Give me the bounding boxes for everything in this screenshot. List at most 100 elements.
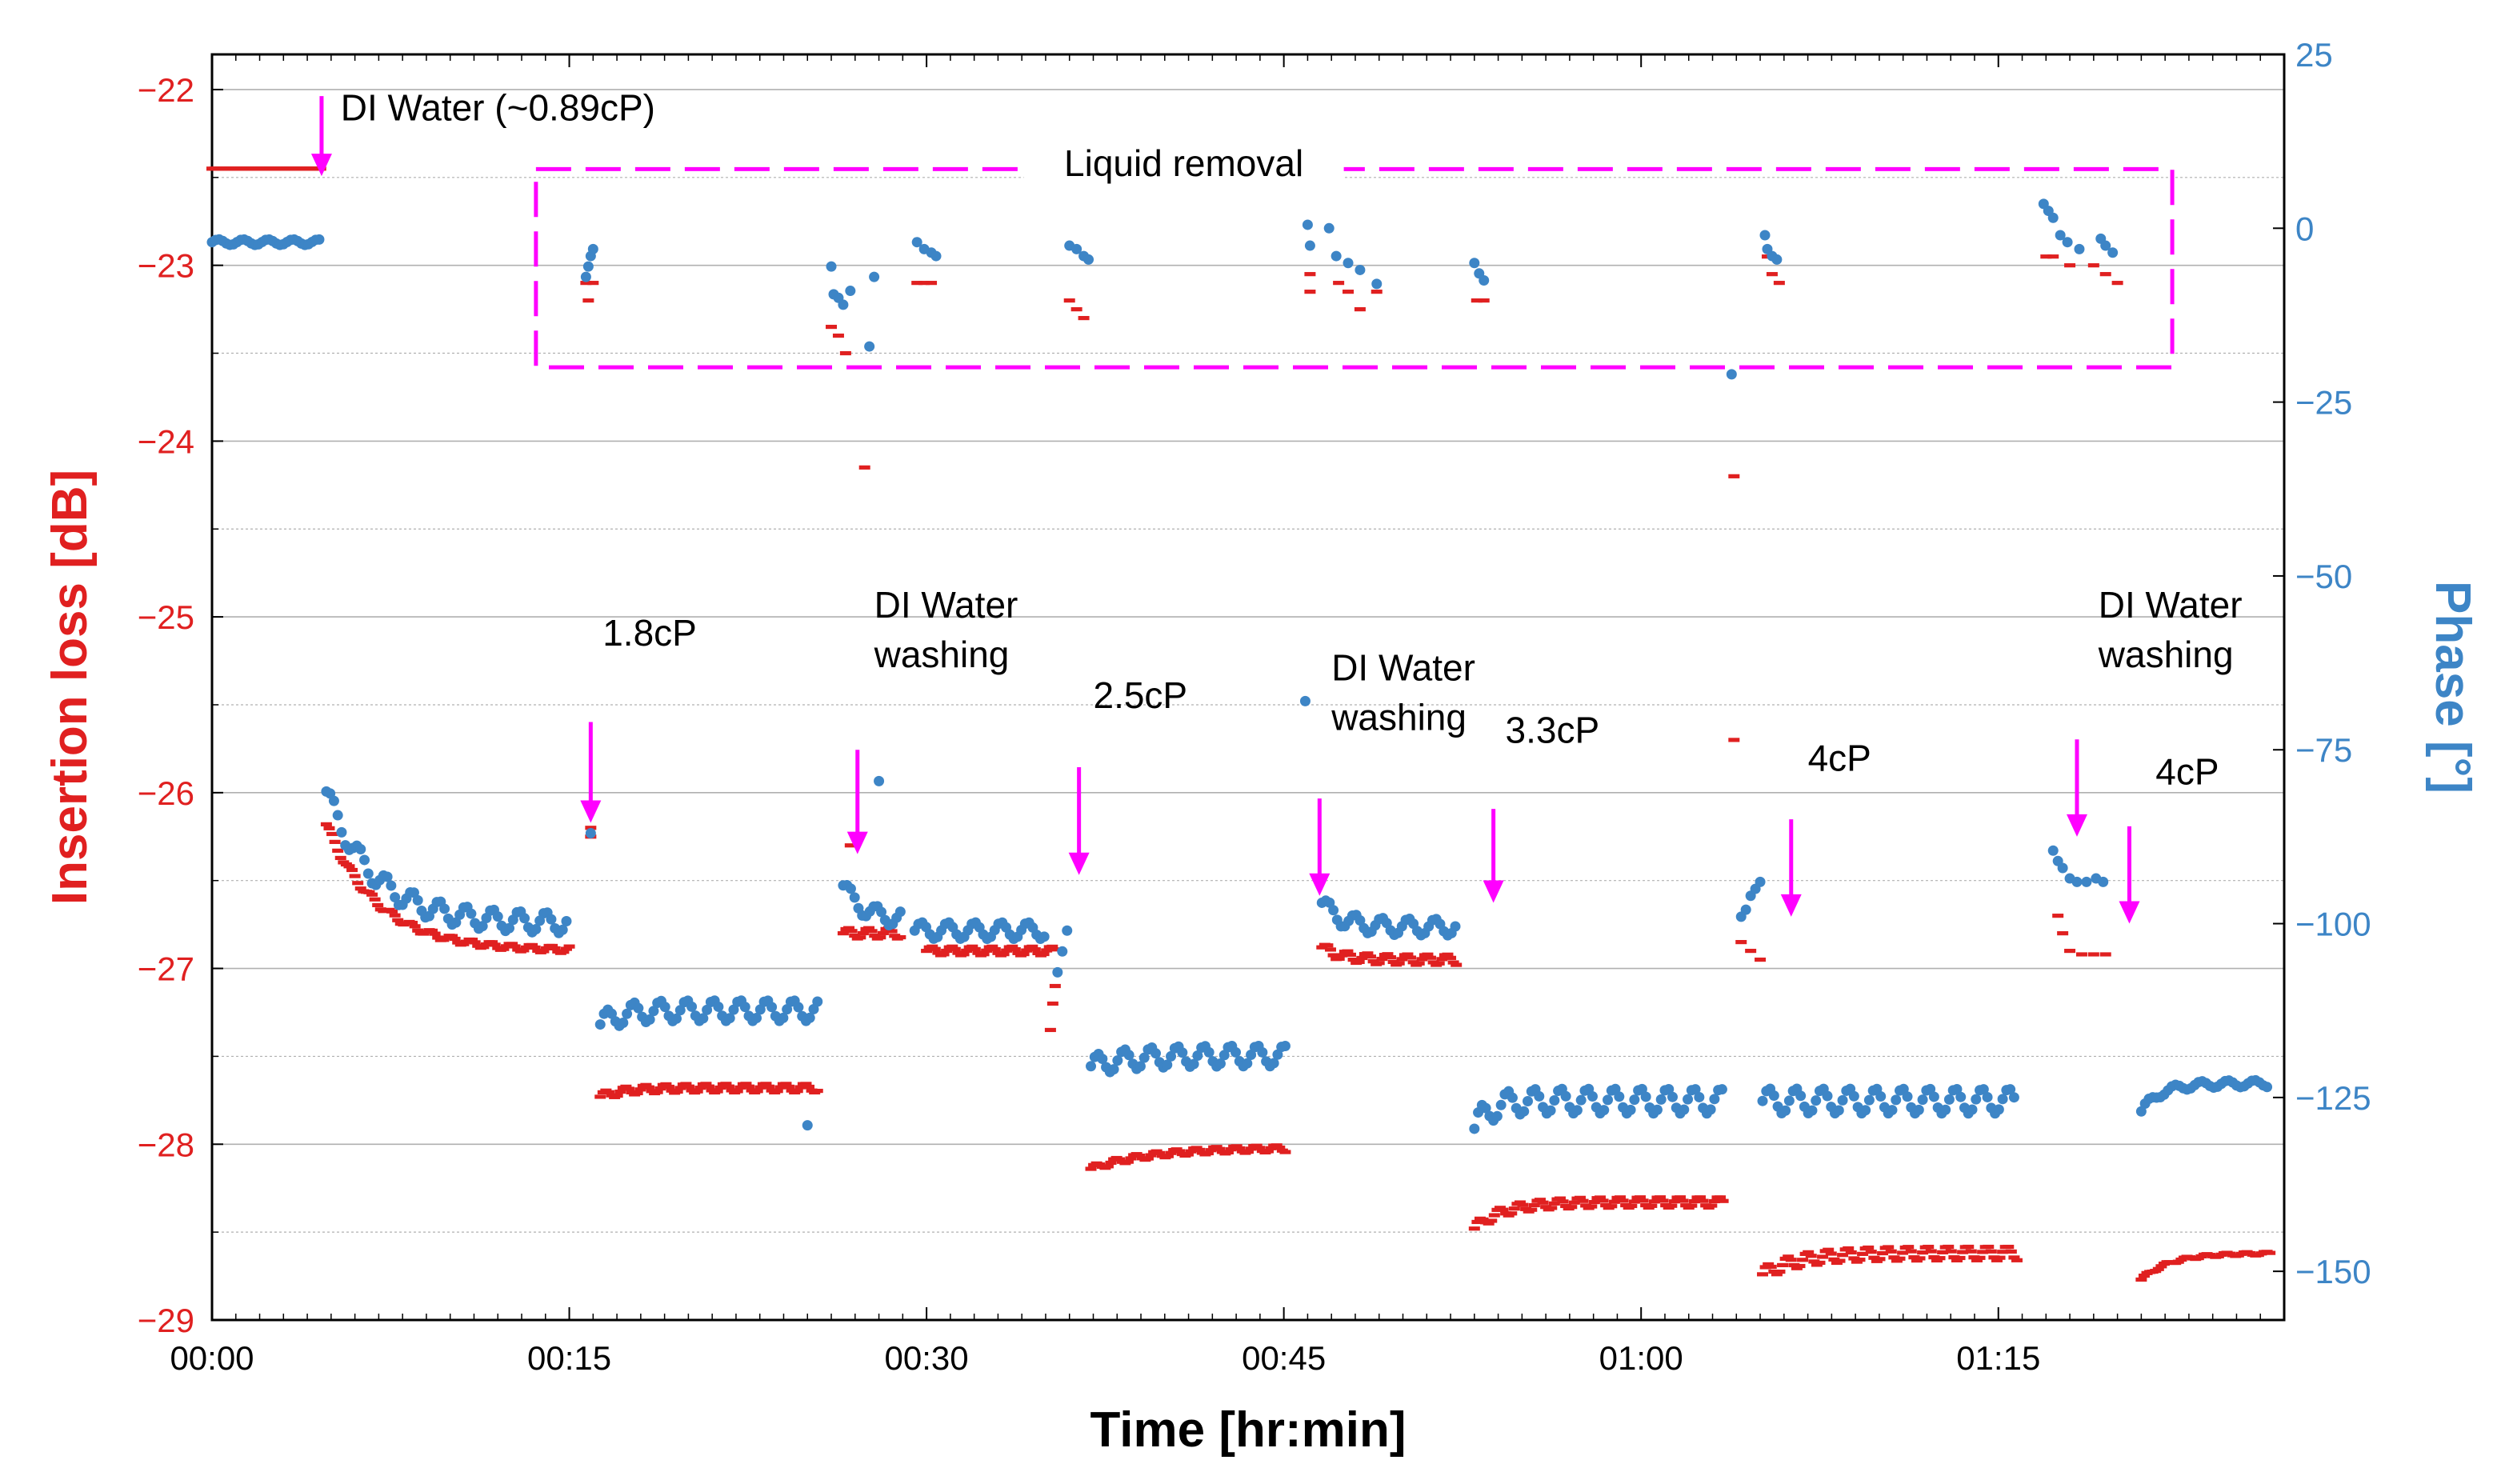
insertion-loss-point [2099,272,2111,277]
insertion-loss-point [1843,1246,1855,1251]
phase-point [1112,1055,1123,1066]
insertion-loss-point [1447,960,1459,965]
right-tick-label: −100 [2295,906,2371,943]
phase-point [1807,1105,1818,1116]
insertion-loss-point [1914,1256,1926,1261]
insertion-loss-point [858,465,870,470]
annotation-label: washing [874,634,1010,675]
phase-point [1108,1064,1119,1075]
insertion-loss-point [1094,1162,1106,1167]
insertion-loss-point [1686,1203,1698,1208]
phase-point [1491,1110,1503,1122]
insertion-loss-point [1983,1244,1995,1250]
insertion-loss-point [941,948,953,954]
phase-point [1038,931,1050,942]
phase-point [1246,1050,1257,1061]
insertion-loss-point [1954,1255,1966,1261]
insertion-loss-point [369,897,381,902]
right-tick-label: 0 [2295,210,2314,247]
insertion-loss-point [1566,1205,1578,1210]
insertion-loss-point [1586,1204,1598,1209]
phase-point [1519,1106,1530,1117]
insertion-loss-point [1393,961,1405,966]
phase-point [1123,1050,1134,1061]
insertion-loss-point [760,1082,772,1086]
axis-ticks: −22 −23 −24 −25 −26 −27 −28 −29 25 0 −25 −50 −75 −100… [138,36,2371,1377]
phase-point [2062,237,2073,248]
phase-point [1218,1050,1230,1061]
insertion-loss-point [794,1085,806,1090]
insertion-loss-point [966,944,978,949]
insertion-loss-point [986,944,998,949]
arrow-head [2067,814,2087,837]
left-tick-label: −25 [138,598,194,636]
insertion-loss-point [1640,1202,1652,1208]
phase-point [328,795,339,806]
insertion-loss-point [1046,1001,1058,1006]
phase-point [439,903,450,914]
insertion-loss-point [1794,1263,1806,1269]
insertion-loss-point [938,952,950,957]
insertion-loss-point [1965,1249,1977,1254]
insertion-loss-point [844,843,856,848]
insertion-loss-point [734,1085,746,1090]
insertion-loss-point [1508,1206,1520,1211]
insertion-loss-point [1070,306,1082,312]
insertion-loss-point [1038,951,1050,957]
insertion-loss-point [1951,1258,1963,1262]
phase-point [648,1006,659,1017]
insertion-loss-point [1974,1255,1986,1260]
insertion-loss-point [1937,1250,1949,1254]
insertion-loss-point [1041,948,1053,953]
phase-point [1978,1084,1989,1095]
phase-point [911,237,922,248]
phase-point [2071,876,2083,887]
phase-point [1469,258,1480,269]
insertion-loss-point [1580,1203,1592,1208]
insertion-loss-point [1471,298,1483,303]
insertion-loss-point [754,1085,766,1090]
insertion-loss-point [1817,1254,1829,1259]
insertion-loss-point [2087,263,2099,268]
insertion-loss-point [449,936,461,942]
phase-point [633,1002,644,1014]
insertion-loss-point [1486,1218,1498,1223]
phase-point [1304,240,1315,251]
phase-point [1997,1094,2008,1105]
phase-point [1971,1094,1982,1105]
insertion-loss-point [1046,944,1058,949]
insertion-loss-point [1735,939,1747,945]
phase-point [1134,1061,1146,1072]
insertion-loss-point [1396,957,1408,962]
insertion-loss-point [412,928,424,933]
phase-point [754,1004,766,1015]
insertion-loss-point [703,1084,715,1089]
phase-point [864,341,875,352]
phase-point [1833,1105,1844,1116]
insertion-loss-point [1354,306,1366,312]
insertion-loss-point [1765,1264,1777,1270]
phase-point [1507,1092,1518,1103]
insertion-loss-point [1540,1205,1552,1210]
phase-point [546,914,557,925]
insertion-loss-point [594,1094,606,1099]
insertion-loss-point [803,1084,815,1090]
phase-point [1355,914,1366,926]
insertion-loss-point [1254,1146,1266,1150]
insertion-loss-point [631,1090,643,1096]
insertion-loss-point [2264,1250,2276,1255]
insertion-loss-point [731,1089,743,1094]
insertion-loss-point [774,1085,786,1090]
insertion-loss-point [1985,1249,1997,1254]
insertion-loss-point [1347,958,1359,962]
insertion-loss-point [642,1085,654,1090]
insertion-loss-point [877,930,889,935]
insertion-loss-point [2064,948,2076,954]
insertion-loss-point [1078,315,1090,321]
insertion-loss-point [466,938,478,942]
insertion-loss-point [1049,947,1061,952]
phase-point [1083,254,1094,265]
annotation-label: 3.3cP [1506,710,1600,751]
insertion-loss-point [1021,948,1033,953]
insertion-loss-point [711,1089,723,1094]
